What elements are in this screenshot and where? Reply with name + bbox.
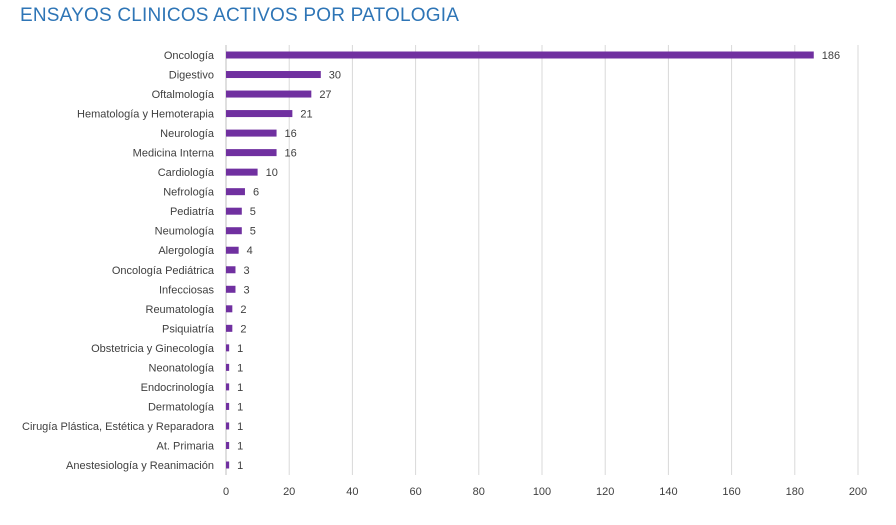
data-label: 4 (247, 245, 253, 257)
category-label: Neumología (155, 226, 215, 238)
x-tick-label: 120 (596, 486, 614, 498)
data-label: 16 (285, 128, 297, 140)
chart-title: ENSAYOS CLINICOS ACTIVOS POR PATOLOGIA (20, 5, 460, 26)
x-tick-label: 80 (473, 486, 485, 498)
bar (226, 461, 230, 469)
x-tick-label: 100 (533, 486, 551, 498)
data-label: 27 (319, 89, 331, 101)
data-label: 2 (240, 323, 246, 335)
category-label: Digestivo (169, 70, 214, 82)
data-label: 3 (243, 265, 249, 277)
category-label: Medicina Interna (133, 148, 215, 160)
data-label: 3 (243, 284, 249, 296)
bar (226, 110, 293, 118)
category-label: Neurología (160, 128, 215, 140)
bar (226, 168, 258, 176)
category-label: Nefrología (163, 187, 215, 199)
category-label: Reumatología (146, 304, 215, 316)
bar (226, 441, 230, 449)
bar (226, 285, 236, 293)
category-label: Anestesiología y Reanimación (66, 460, 214, 472)
bar (226, 188, 245, 196)
bar (226, 422, 230, 430)
x-tick-label: 140 (659, 486, 677, 498)
x-tick-label: 200 (849, 486, 867, 498)
bar (226, 51, 814, 59)
bar (226, 363, 230, 371)
bar (226, 344, 230, 352)
data-label: 5 (250, 206, 256, 218)
data-label: 186 (822, 50, 840, 62)
data-label: 16 (285, 148, 297, 160)
category-label: Obstetricia y Ginecología (91, 343, 215, 355)
bar (226, 207, 242, 215)
category-label: Alergología (158, 245, 215, 257)
x-tick-label: 60 (409, 486, 421, 498)
category-label: Pediatría (170, 206, 215, 218)
category-label: Neonatología (149, 362, 215, 374)
data-label: 1 (237, 401, 243, 413)
category-label: Cardiología (158, 167, 215, 179)
bar (226, 149, 277, 157)
data-label: 5 (250, 226, 256, 238)
category-label: Endocrinología (141, 382, 215, 394)
category-label: Hematología y Hemoterapia (77, 109, 215, 121)
bar (226, 305, 233, 313)
bar (226, 227, 242, 235)
data-label: 1 (237, 362, 243, 374)
bar (226, 246, 239, 254)
bar (226, 90, 312, 98)
category-label: Psiquiatría (162, 323, 215, 335)
category-label: Dermatología (148, 401, 215, 413)
data-label: 1 (237, 421, 243, 433)
bar (226, 402, 230, 410)
category-label: At. Primaria (157, 440, 215, 452)
data-label: 1 (237, 382, 243, 394)
bar (226, 383, 230, 391)
data-label: 10 (266, 167, 278, 179)
x-tick-label: 180 (786, 486, 804, 498)
category-label: Oftalmología (152, 89, 215, 101)
data-label: 6 (253, 187, 259, 199)
data-label: 1 (237, 460, 243, 472)
category-label: Infecciosas (159, 284, 215, 296)
data-label: 21 (300, 109, 312, 121)
x-tick-label: 40 (346, 486, 358, 498)
category-label: Oncología (164, 50, 215, 62)
data-label: 30 (329, 70, 341, 82)
data-label: 2 (240, 304, 246, 316)
bar (226, 71, 321, 79)
data-label: 1 (237, 343, 243, 355)
x-tick-label: 0 (223, 486, 229, 498)
x-tick-label: 20 (283, 486, 295, 498)
bar (226, 266, 236, 274)
data-label: 1 (237, 440, 243, 452)
bar (226, 129, 277, 137)
category-label: Cirugía Plástica, Estética y Reparadora (22, 421, 215, 433)
category-label: Oncología Pediátrica (112, 265, 215, 277)
bar (226, 324, 233, 332)
x-tick-label: 160 (722, 486, 740, 498)
